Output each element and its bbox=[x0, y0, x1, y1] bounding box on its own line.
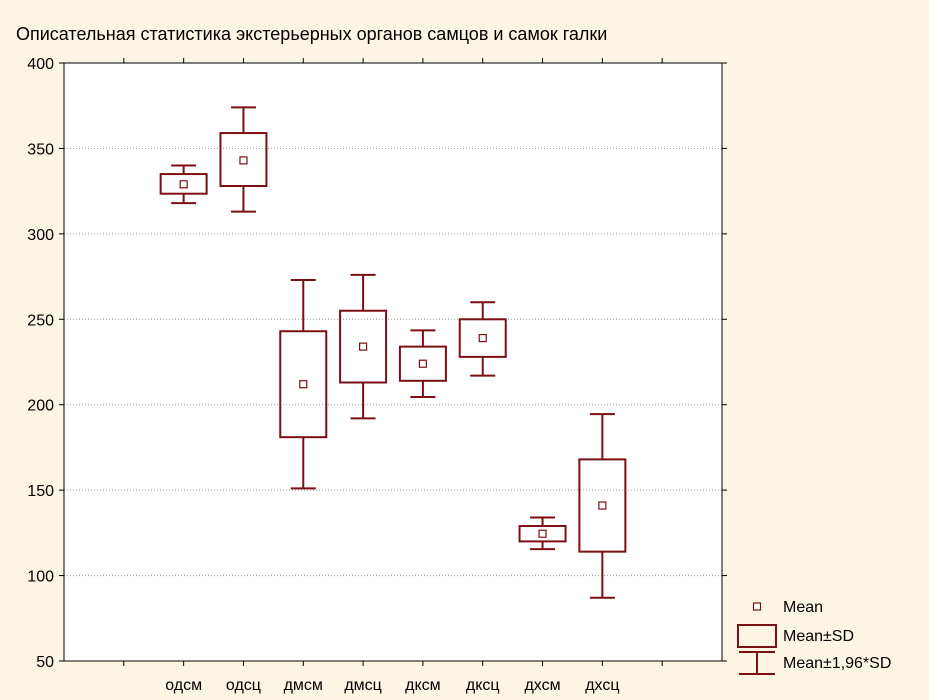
legend-ci-label: Mean±1,96*SD bbox=[783, 655, 891, 672]
mean-marker bbox=[478, 333, 487, 343]
y-tick-label: 50 bbox=[36, 654, 54, 671]
category-label: одсц bbox=[226, 677, 261, 694]
category-label: дхсм bbox=[524, 677, 560, 694]
mean-marker bbox=[358, 342, 368, 351]
category-label: дхсц bbox=[585, 677, 619, 694]
mean-marker bbox=[239, 156, 248, 165]
mean-marker bbox=[418, 359, 428, 368]
y-tick-label: 350 bbox=[27, 141, 54, 158]
legend-mean-symbol bbox=[752, 602, 762, 611]
category-label: дмсм bbox=[284, 677, 323, 694]
plot-area bbox=[64, 63, 722, 661]
category-label: дксц bbox=[466, 677, 500, 694]
y-tick-label: 250 bbox=[27, 312, 54, 329]
mean-marker bbox=[299, 380, 308, 389]
sd-box bbox=[219, 132, 268, 188]
category-label: дмсц bbox=[344, 677, 382, 694]
sd-box bbox=[578, 458, 627, 553]
sd-box bbox=[279, 330, 328, 439]
plot-frame bbox=[63, 62, 723, 662]
category-label: одсм bbox=[165, 677, 202, 694]
sd-box bbox=[518, 525, 567, 543]
chart-title: Описательная статистика экстерьерных орг… bbox=[16, 24, 608, 44]
mean-marker bbox=[538, 529, 547, 538]
sd-box bbox=[159, 173, 208, 195]
y-tick-label: 200 bbox=[27, 398, 54, 415]
legend-mean-label: Mean bbox=[783, 599, 823, 616]
mean-marker bbox=[179, 180, 188, 189]
mean-marker bbox=[598, 501, 607, 510]
y-tick-label: 300 bbox=[27, 227, 54, 244]
legend-sd-symbol bbox=[737, 624, 777, 648]
sd-box bbox=[339, 309, 388, 384]
legend-sd-label: Mean±SD bbox=[783, 628, 854, 645]
category-label: дксм bbox=[405, 677, 441, 694]
sd-box bbox=[458, 318, 507, 358]
y-tick-label: 100 bbox=[27, 569, 54, 586]
y-tick-label: 150 bbox=[27, 483, 54, 500]
y-tick-label: 400 bbox=[27, 56, 54, 73]
sd-box bbox=[398, 345, 447, 382]
